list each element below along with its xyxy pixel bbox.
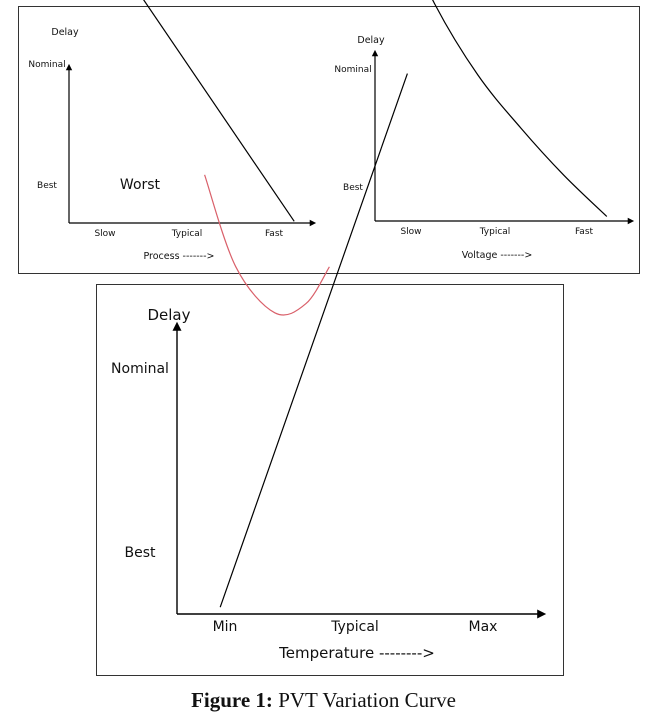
y-axis-label: Delay bbox=[51, 27, 79, 38]
caption-label: Figure 1: bbox=[191, 688, 273, 712]
temperature-chart: Delay Worst Nominal Best Min Typical Max Temper… bbox=[111, 73, 547, 662]
y-tick-best: Best bbox=[37, 181, 57, 191]
x-axis-arrow bbox=[627, 217, 635, 225]
x-tick-fast: Fast bbox=[575, 227, 594, 237]
series-line-1 bbox=[219, 73, 408, 608]
x-axis-label: Temperature --------> bbox=[278, 644, 435, 662]
y-axis-label: Delay bbox=[147, 306, 190, 324]
x-tick-max: Max bbox=[469, 619, 498, 635]
y-axis-arrow bbox=[172, 321, 182, 331]
bottom-figure-panel: Delay Worst Nominal Best Min Typical Max Temper… bbox=[96, 73, 564, 676]
x-tick-fast: Fast bbox=[265, 229, 284, 239]
y-tick-best: Best bbox=[124, 545, 156, 561]
y-axis-label: Delay bbox=[357, 35, 385, 46]
x-tick-typical: Typical bbox=[171, 229, 203, 239]
caption-text: PVT Variation Curve bbox=[272, 688, 456, 712]
y-axis-arrow bbox=[65, 63, 73, 71]
y-tick-nominal: Nominal bbox=[28, 60, 65, 70]
voltage-chart: DelayWorstNominalBestSlowTypicalFastVolt… bbox=[334, 0, 635, 261]
y-tick-worst: Worst bbox=[120, 177, 161, 193]
top-figure-panel: Delay Worst Nominal Best Slow Typical Fast Proc… bbox=[18, 0, 640, 274]
x-tick-min: Min bbox=[213, 619, 238, 635]
y-axis-arrow bbox=[371, 49, 379, 57]
y-tick-nominal: Nominal bbox=[334, 65, 371, 75]
y-tick-best: Best bbox=[343, 183, 363, 193]
figure-caption: Figure 1: PVT Variation Curve bbox=[0, 688, 647, 713]
x-tick-typical: Typical bbox=[330, 619, 379, 635]
process-chart: Delay Worst Nominal Best Slow Typical Fast Proc… bbox=[28, 0, 317, 262]
x-tick-typical: Typical bbox=[479, 227, 511, 237]
x-tick-slow: Slow bbox=[94, 229, 115, 239]
x-axis-arrow bbox=[537, 609, 547, 619]
x-tick-slow: Slow bbox=[400, 227, 421, 237]
x-axis-label: Process -------> bbox=[143, 251, 214, 262]
x-axis-arrow bbox=[309, 219, 317, 227]
series-line-1 bbox=[432, 0, 608, 217]
y-tick-nominal: Nominal bbox=[111, 361, 169, 377]
series-line-1 bbox=[143, 0, 295, 222]
x-axis-label: Voltage -------> bbox=[462, 250, 533, 261]
series-line-2 bbox=[204, 174, 330, 316]
